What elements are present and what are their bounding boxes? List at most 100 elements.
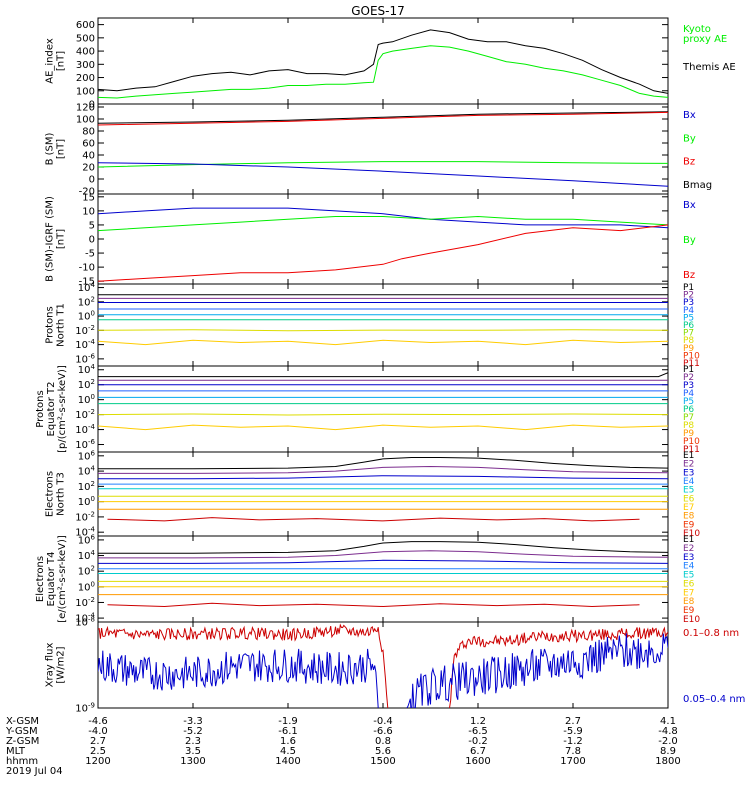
coord-value: -5.2 — [183, 726, 203, 737]
y-tick-label: 10-9 — [75, 702, 95, 715]
series-line-bz — [98, 111, 668, 126]
legend-entry: P7 — [683, 329, 694, 339]
series-line-e3 — [98, 475, 668, 480]
legend-entry: Bx — [683, 110, 696, 121]
y-tick-label: 106 — [78, 449, 96, 462]
y-axis-label: B (SM)-IGRF (SM) — [45, 196, 56, 282]
y-tick-label: -15 — [79, 277, 95, 288]
y-axis-label: North T1 — [56, 303, 67, 347]
y-tick-label: 5 — [89, 220, 95, 231]
y-tick-label: 0 — [89, 100, 95, 111]
y-tick-label: 102 — [78, 565, 95, 578]
legend-entry: E7 — [683, 588, 694, 598]
series-line-bmag — [98, 111, 668, 124]
y-tick-label: 15 — [82, 192, 95, 203]
y-axis-label: Protons — [45, 306, 56, 343]
legend-entry: E4 — [683, 477, 695, 487]
coord-value: 2.3 — [185, 736, 201, 747]
legend-entry: P10 — [683, 437, 700, 447]
series-group — [98, 372, 668, 431]
y-axis-label: Electrons — [45, 471, 56, 517]
series-line-e9 — [107, 602, 640, 608]
coord-value: 0.8 — [375, 736, 391, 747]
coord-value: 1200 — [85, 756, 110, 767]
y-axis-label: Protons — [35, 390, 46, 427]
y-tick-label: 0 — [89, 175, 95, 186]
coord-value: -4.6 — [88, 716, 108, 727]
y-tick-label: 400 — [76, 47, 95, 58]
y-tick-label: 100 — [78, 393, 95, 406]
coord-value: -1.2 — [563, 736, 583, 747]
y-tick-label: 20 — [82, 163, 95, 174]
y-tick-label: -20 — [79, 187, 95, 198]
y-tick-label: 60 — [82, 139, 95, 150]
legend-entry: 0.1–0.8 nm — [683, 628, 739, 639]
legend-entry: P3 — [683, 381, 694, 391]
legend-entry: P4 — [683, 389, 694, 399]
coord-value: 1700 — [560, 756, 585, 767]
y-axis-label: [nT] — [56, 139, 67, 159]
y-tick-label: 10-4 — [75, 526, 95, 539]
y-axis-label: AE_index — [45, 38, 56, 84]
coord-value: -3.3 — [183, 716, 203, 727]
legend-entry: P9 — [683, 429, 694, 439]
y-axis-label: Equator T4 — [46, 552, 57, 607]
series-line-by — [98, 161, 668, 168]
panel-frame — [97, 451, 669, 537]
series-line-0-1-0-8-nm — [98, 623, 389, 708]
legend-entry: Bx — [683, 200, 696, 211]
y-axis-label: [nT] — [56, 229, 67, 249]
series-group — [98, 623, 668, 708]
coord-row-label: hhmm — [6, 756, 38, 767]
y-tick-label: 0 — [89, 235, 95, 246]
panel-frame — [97, 283, 669, 367]
series-group — [98, 541, 668, 608]
y-tick-label: 102 — [78, 295, 95, 308]
series-line-e3 — [98, 559, 668, 564]
y-tick-label: 100 — [76, 86, 95, 97]
coord-value: 2.7 — [90, 736, 106, 747]
y-axis-label: Xray flux — [45, 643, 56, 688]
series-line-e1 — [98, 541, 668, 554]
panel-frame — [97, 193, 669, 285]
legend-entry: E10 — [683, 529, 700, 539]
y-tick-label: 106 — [78, 533, 96, 546]
legend-entry: Bz — [683, 157, 695, 168]
legend-entry: E8 — [683, 512, 695, 522]
series-line-by — [98, 215, 668, 232]
coord-value: -6.5 — [468, 726, 488, 737]
y-tick-label: -5 — [85, 249, 95, 260]
panel-8: 10-8 10-9 Xray flux [W/m2] 0.1–0.8 nm 0.05–0.… — [45, 616, 746, 715]
y-tick-label: 104 — [78, 363, 96, 376]
legend-entry: P9 — [683, 344, 694, 354]
coord-value: 1500 — [370, 756, 395, 767]
y-tick-label: 300 — [76, 60, 95, 71]
legend-entry: Themis AE — [682, 62, 736, 73]
legend-entry: P4 — [683, 306, 694, 316]
coord-value: 1400 — [275, 756, 300, 767]
coord-value: 5.6 — [375, 746, 391, 757]
coord-value: 4.1 — [660, 716, 676, 727]
y-tick-label: 102 — [78, 480, 95, 493]
series-line-e2 — [98, 465, 668, 474]
coord-value: 1600 — [465, 756, 490, 767]
y-tick-label: 100 — [76, 115, 95, 126]
y-tick-label: 10-4 — [75, 423, 95, 436]
series-line-p7 — [98, 329, 668, 332]
y-tick-label: 10-6 — [75, 352, 95, 365]
series-line-0-05-0-4-nm — [406, 633, 668, 708]
plot-date: 2019 Jul 04 — [6, 766, 63, 777]
legend-entry: 0.05–0.4 nm — [683, 694, 745, 705]
legend-entry: Bmag — [683, 180, 712, 191]
panel-3: 15 10 5 0 -5 -10 -15 B (SM)-IGRF (SM) [nT] Bx By Bz — [45, 192, 696, 287]
coord-value: 8.9 — [660, 746, 676, 757]
legend-entry: P6 — [683, 405, 694, 415]
series-line-e2 — [98, 550, 668, 559]
y-axis-label: North T3 — [56, 472, 67, 516]
y-tick-label: 10-6 — [75, 438, 95, 451]
legend-entry: P2 — [683, 291, 694, 301]
